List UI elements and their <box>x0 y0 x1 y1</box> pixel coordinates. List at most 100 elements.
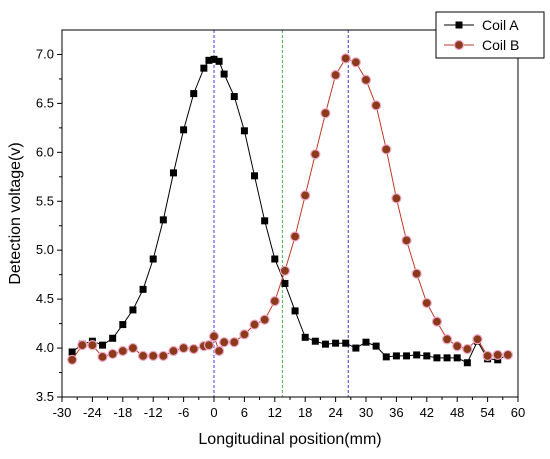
data-point <box>119 321 127 329</box>
y-tick-label: 5.5 <box>36 193 54 208</box>
data-point <box>129 306 137 314</box>
data-point <box>139 285 147 293</box>
data-point <box>203 340 215 351</box>
data-point <box>492 349 503 361</box>
legend-item: Coil A <box>444 17 519 33</box>
data-point <box>372 342 380 350</box>
data-point <box>178 342 189 354</box>
data-point <box>230 93 238 101</box>
legend-label: Coil A <box>482 17 519 33</box>
data-point <box>259 314 270 325</box>
data-point <box>360 74 372 86</box>
data-point <box>332 339 340 347</box>
data-point <box>239 329 250 340</box>
data-point <box>220 70 228 78</box>
data-point <box>158 350 169 361</box>
data-point <box>423 352 431 360</box>
x-axis-title: Longitudinal position(mm) <box>198 431 381 448</box>
data-point <box>453 354 461 362</box>
y-axis-title: Detection voltage(v) <box>7 142 24 284</box>
data-point <box>482 350 493 361</box>
data-point <box>433 354 441 362</box>
data-point <box>99 341 107 349</box>
legend-box <box>435 11 545 59</box>
data-point <box>168 345 179 357</box>
y-tick-label: 3.5 <box>36 389 54 404</box>
data-point <box>137 350 149 361</box>
series-coil-b <box>67 53 513 365</box>
data-point <box>441 334 453 345</box>
x-tick-label: -12 <box>144 405 163 420</box>
x-tick-label: 12 <box>268 405 282 420</box>
data-point <box>320 108 331 119</box>
data-point <box>219 337 230 348</box>
data-point <box>310 149 321 160</box>
data-point <box>251 172 259 180</box>
data-point <box>68 348 76 356</box>
x-axis: -30 -24 -18 -12 -6 0 6 12 18 24 30 36 42 48 54 60 <box>53 397 525 420</box>
x-tick-label: 0 <box>210 405 217 420</box>
data-point <box>213 345 225 357</box>
data-point <box>381 144 392 155</box>
y-tick-label: 5.0 <box>36 242 54 257</box>
series-layer <box>67 53 513 367</box>
data-point <box>403 352 411 360</box>
data-point <box>210 55 218 63</box>
y-tick-label: 7.0 <box>36 46 54 61</box>
data-point <box>342 339 350 347</box>
legend-item: Coil B <box>444 37 519 53</box>
data-point <box>149 255 157 263</box>
data-point <box>269 295 280 307</box>
data-point <box>127 342 139 354</box>
x-tick-label: -30 <box>53 405 72 420</box>
data-point <box>431 316 443 327</box>
x-tick-label: 48 <box>450 405 464 420</box>
x-tick-label: 36 <box>389 405 403 420</box>
data-point <box>330 69 341 81</box>
data-point <box>240 127 248 135</box>
y-tick-label: 6.0 <box>36 144 54 159</box>
data-point <box>352 344 360 352</box>
data-point <box>107 348 118 360</box>
data-point <box>311 337 319 345</box>
y-axis: 3.5 4.0 4.5 5.0 5.5 6.0 6.5 7.0 <box>36 46 62 404</box>
data-point <box>117 345 128 357</box>
data-point <box>289 231 301 242</box>
data-point <box>362 338 370 346</box>
data-point <box>87 340 98 351</box>
data-point <box>371 100 382 111</box>
x-tick-label: 30 <box>359 405 373 420</box>
y-tick-label: 4.0 <box>36 340 54 355</box>
data-point <box>249 319 260 330</box>
series-coil-a <box>68 55 512 367</box>
data-point <box>443 354 451 362</box>
data-point <box>413 351 421 359</box>
data-point <box>159 216 167 224</box>
data-point <box>169 169 177 177</box>
data-point <box>77 340 88 351</box>
data-point <box>215 57 223 65</box>
data-point <box>261 217 269 225</box>
data-point <box>452 341 463 352</box>
data-point <box>472 334 483 345</box>
data-point <box>411 268 422 279</box>
data-point <box>421 297 432 309</box>
data-point <box>188 343 199 355</box>
data-point <box>462 343 473 355</box>
data-point <box>392 352 400 360</box>
data-point <box>502 349 513 361</box>
x-tick-label: -18 <box>113 405 132 420</box>
x-tick-label: 18 <box>298 405 312 420</box>
x-tick-label: 42 <box>420 405 434 420</box>
legend-marker <box>455 21 463 29</box>
data-point <box>271 255 279 263</box>
legend-marker <box>453 39 465 51</box>
data-point <box>208 331 220 342</box>
data-point <box>291 307 299 315</box>
x-tick-label: 54 <box>480 405 494 420</box>
data-point <box>382 353 390 361</box>
data-point <box>67 354 78 365</box>
x-tick-label: 24 <box>328 405 342 420</box>
series-line <box>71 58 509 364</box>
